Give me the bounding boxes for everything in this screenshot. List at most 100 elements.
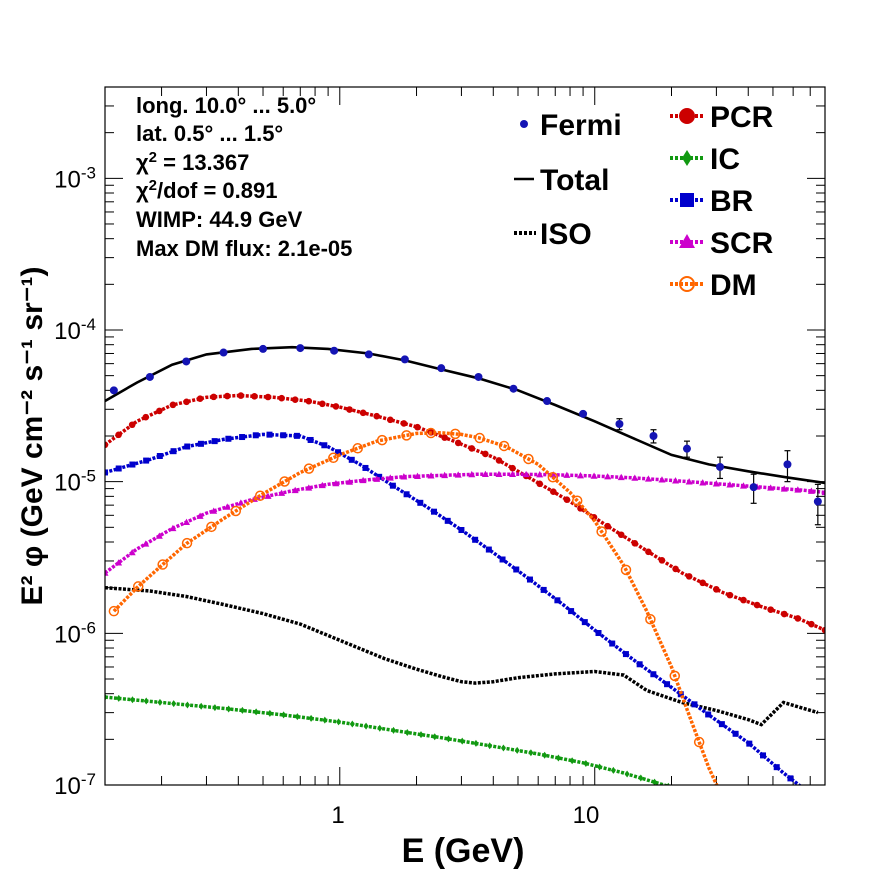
series-point — [328, 452, 339, 464]
series-point — [116, 694, 122, 702]
series-iso — [105, 585, 819, 727]
series-point — [583, 760, 589, 768]
series-point — [468, 445, 476, 452]
series-point — [237, 392, 245, 399]
series-point — [498, 440, 510, 452]
series-point — [210, 393, 217, 401]
series-point — [348, 456, 355, 463]
series-point — [482, 450, 489, 458]
x-tick-label: 10 — [573, 802, 600, 829]
series-point — [787, 775, 794, 782]
fermi-point — [716, 462, 725, 471]
series-point — [210, 507, 218, 514]
series-point — [705, 711, 712, 718]
series-point — [699, 579, 707, 587]
legend-marker-pcr — [679, 108, 695, 124]
series-point — [454, 471, 462, 478]
fermi-point — [682, 444, 691, 453]
series-point — [454, 439, 462, 447]
series-point — [143, 697, 149, 705]
series-point — [555, 754, 561, 762]
series-point — [318, 481, 326, 489]
series-point — [386, 474, 394, 481]
series-point — [142, 413, 150, 421]
y-tick-label: 10-6 — [54, 618, 96, 649]
series-point — [303, 463, 315, 474]
series-point — [336, 718, 342, 726]
series-point — [645, 548, 652, 556]
series-point — [595, 630, 602, 637]
series-point — [528, 749, 534, 757]
series-point — [713, 586, 720, 593]
series-point — [321, 442, 328, 449]
series-point — [359, 476, 367, 484]
series-point — [322, 716, 328, 724]
series-point — [636, 661, 643, 668]
series-point — [513, 566, 520, 573]
series-point — [133, 581, 144, 592]
series-point — [212, 704, 218, 712]
series-point — [821, 626, 825, 634]
series-point — [391, 726, 397, 734]
series-point — [414, 423, 421, 431]
fermi-point — [400, 355, 409, 364]
y-tick-label: 10-4 — [54, 314, 96, 345]
series-line — [112, 431, 719, 785]
series-point — [105, 569, 109, 576]
series-point — [821, 488, 825, 496]
series-point — [376, 434, 388, 446]
series-point — [196, 395, 204, 403]
series-point — [404, 729, 410, 737]
series-point — [445, 735, 451, 743]
series-point — [266, 431, 273, 438]
info-longitude: long. 10.0° ... 5.0° — [136, 93, 316, 118]
series-point — [645, 614, 656, 625]
series-point — [157, 559, 168, 570]
series-point — [487, 742, 493, 750]
series-point — [206, 521, 217, 533]
series-point — [726, 591, 734, 599]
series-point — [170, 448, 177, 455]
series-point — [226, 705, 232, 713]
series-point — [223, 503, 231, 510]
series-point — [441, 471, 449, 479]
series-point — [198, 702, 204, 710]
series-point — [760, 752, 767, 759]
series-point — [474, 432, 485, 444]
series-point — [211, 438, 218, 445]
series-point — [526, 576, 533, 583]
series-point — [279, 476, 290, 487]
series-point — [485, 546, 492, 553]
legend-left: Fermi Total ISO — [514, 109, 622, 251]
series-point — [417, 499, 424, 506]
y-tick-label: 10-7 — [54, 770, 96, 801]
series-pcr — [105, 392, 825, 634]
series-point — [739, 482, 747, 489]
fermi-point — [145, 372, 154, 381]
series-point — [413, 472, 421, 479]
series-point — [291, 486, 299, 494]
series-line — [105, 585, 819, 727]
series-point — [251, 393, 258, 400]
info-latitude: lat. 0.5° ... 1.5° — [136, 121, 283, 146]
series-point — [291, 396, 299, 403]
series-point — [617, 531, 625, 539]
series-point — [359, 409, 367, 417]
series-point — [644, 475, 652, 482]
series-point — [401, 430, 412, 441]
series-point — [183, 398, 190, 406]
series-point — [128, 421, 136, 429]
legend-label-br: BR — [710, 185, 754, 218]
series-point — [155, 532, 163, 539]
series-point — [620, 564, 632, 576]
series-point — [115, 431, 122, 439]
series-point — [427, 472, 435, 479]
series-point — [143, 457, 150, 464]
series-point — [563, 471, 571, 478]
series-point — [685, 478, 693, 485]
series-point — [712, 480, 720, 487]
series-point — [677, 691, 684, 698]
series-point — [622, 651, 629, 658]
series-point — [386, 416, 394, 424]
